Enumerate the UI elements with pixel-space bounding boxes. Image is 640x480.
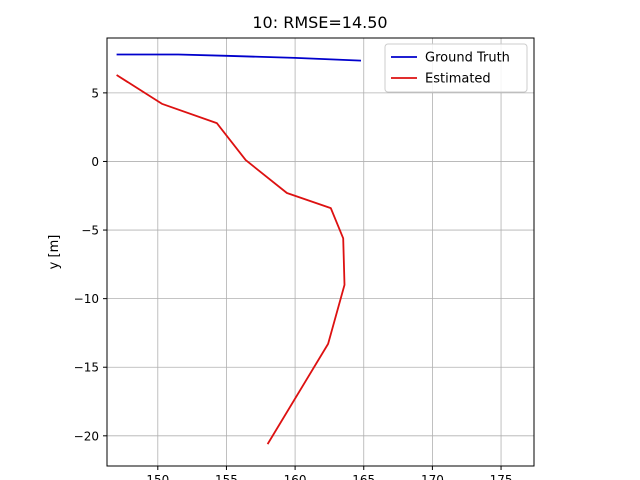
x-tick-label: 150 bbox=[146, 473, 169, 480]
y-axis-ticks: −20 −15 −10 −5 0 5 bbox=[74, 86, 107, 443]
y-tick-label: 5 bbox=[91, 86, 99, 100]
plot-frame bbox=[106, 37, 535, 467]
legend-box bbox=[384, 43, 528, 93]
legend: Ground Truth Estimated bbox=[384, 43, 528, 93]
y-tick-label: 0 bbox=[91, 155, 99, 169]
y-tick-label: −15 bbox=[74, 361, 99, 375]
series-line-ground-truth bbox=[116, 53, 362, 62]
x-tick-label: 170 bbox=[421, 473, 444, 480]
grid bbox=[107, 38, 534, 466]
x-tick-label: 160 bbox=[284, 473, 307, 480]
legend-label: Estimated bbox=[425, 72, 491, 87]
x-tick-label: 165 bbox=[352, 473, 375, 480]
chart-title: 10: RMSE=14.50 bbox=[252, 13, 387, 32]
legend-label: Ground Truth bbox=[425, 51, 510, 66]
series-lines bbox=[116, 53, 362, 445]
y-axis-label: y [m] bbox=[47, 235, 62, 270]
x-tick-label: 175 bbox=[490, 473, 513, 480]
y-tick-label: −5 bbox=[81, 224, 99, 238]
y-tick-label: −20 bbox=[74, 429, 99, 443]
x-axis-ticks: 150 155 160 165 170 175 bbox=[146, 466, 513, 480]
x-tick-label: 155 bbox=[215, 473, 238, 480]
series-line-estimated bbox=[116, 74, 346, 445]
y-tick-label: −10 bbox=[74, 292, 99, 306]
